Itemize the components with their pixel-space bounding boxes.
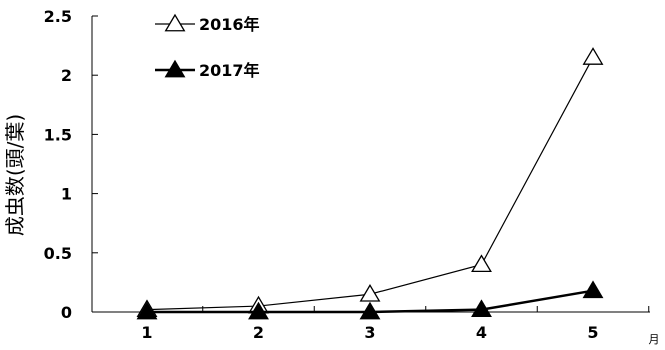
y-tick-label: 0.5 [44,244,72,263]
y-tick-label: 0 [61,303,72,322]
y-tick-label: 2 [61,66,72,85]
y-tick-label: 2.5 [44,7,72,26]
legend-marker [164,13,186,32]
x-tick-label: 4 [476,323,487,342]
data-point-marker [359,301,381,320]
y-tick-label: 1 [61,185,72,204]
legend-marker [164,59,186,78]
x-tick-label: 3 [364,323,375,342]
legend-label: 2016年 [199,15,260,34]
legend-label: 2017年 [199,61,260,80]
data-point-marker [582,47,604,65]
y-axis-ticks: 0 0.5 1 1.5 2 2.5 [44,7,98,322]
data-point-marker [471,254,492,273]
data-point-marker [136,301,158,320]
legend: 2016年 2017年 [155,13,260,80]
legend-item-1: 2016年 [155,13,260,34]
data-point-marker [359,283,381,302]
x-tick-label: 2 [253,323,264,342]
series-layer [136,47,604,320]
x-tick-label: 5 [587,323,598,342]
x-tick-label: 1 [141,323,152,342]
data-point-marker [471,299,492,318]
x-axis-unit-label: 月 [649,333,660,346]
series-line [146,57,594,311]
axes [91,16,650,313]
legend-item-2: 2017年 [155,59,260,80]
data-point-marker [248,301,269,320]
y-tick-label: 1.5 [44,125,72,144]
series-1 [136,47,604,318]
data-point-marker [582,280,604,299]
series-2 [136,280,604,320]
y-axis-title: 成虫数(頭/葉) [3,114,27,236]
